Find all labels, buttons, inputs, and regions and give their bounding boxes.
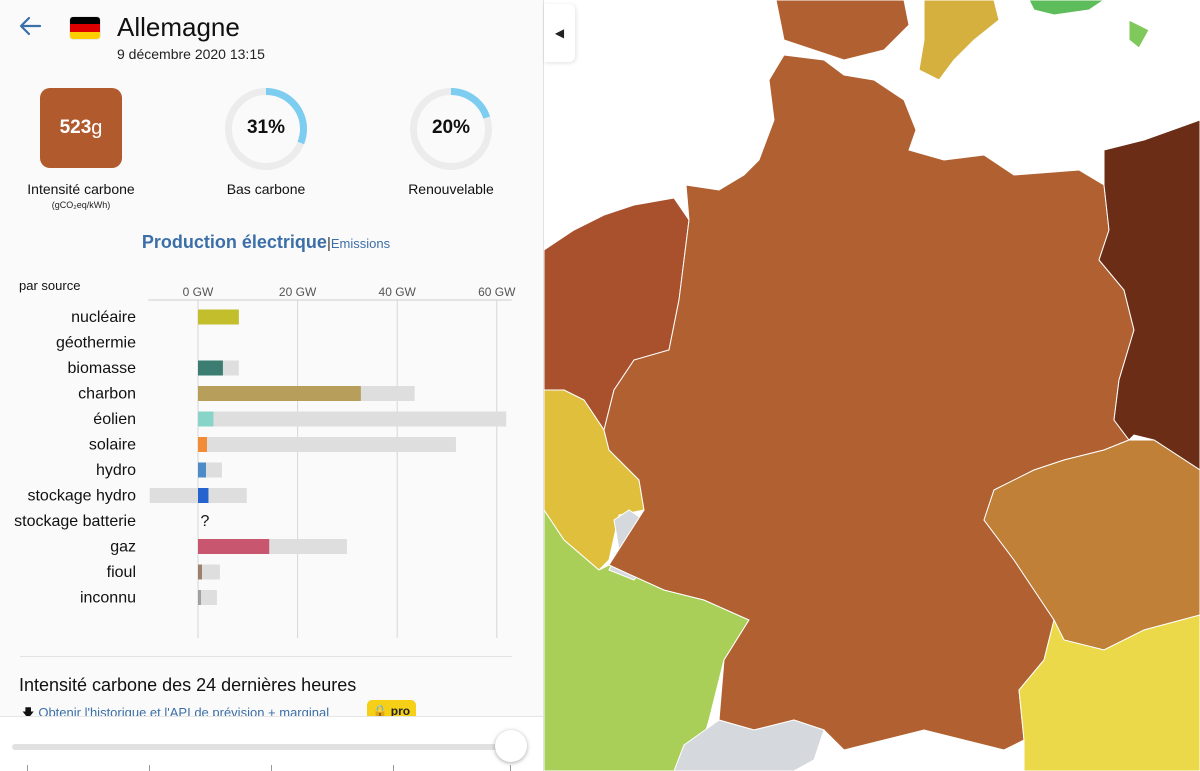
toggle-separator: |: [326, 235, 331, 252]
flag-stripe: [70, 24, 100, 32]
x-tick-label: 40 GW: [379, 285, 417, 299]
capacity-bar: [198, 437, 456, 452]
map-region-dk-islands[interactable]: [918, 0, 1000, 81]
arrow-left-icon: [19, 16, 42, 36]
map-region-poland[interactable]: [1098, 119, 1200, 471]
slider-tick: [271, 765, 272, 771]
caret-left-icon: ◀: [554, 26, 565, 40]
capacity-bar: [198, 590, 217, 605]
production-bar: [198, 309, 239, 325]
renewable-value: 20%: [431, 117, 471, 138]
section-divider: [20, 656, 512, 657]
production-bar: [198, 488, 209, 503]
flag-stripe: [70, 31, 100, 39]
slider-tick: [149, 765, 150, 771]
capacity-bar: [198, 488, 247, 503]
source-label: inconnu: [80, 590, 136, 607]
source-label: biomasse: [68, 360, 137, 377]
collapse-panel-button[interactable]: ◀: [544, 4, 575, 62]
map-region-germany[interactable]: [603, 54, 1135, 751]
per-source-label: par source: [19, 278, 81, 293]
source-label: hydro: [96, 462, 136, 479]
production-bar: [198, 386, 361, 401]
country-map[interactable]: [544, 0, 1200, 771]
source-label: gaz: [110, 539, 136, 556]
carbon-intensity-unit-label: (gCO₂eq/kWh): [51, 200, 111, 210]
source-label: géothermie: [56, 335, 136, 352]
country-flag: [70, 17, 100, 39]
x-tick-label: 0 GW: [183, 285, 214, 299]
production-bar: [198, 437, 207, 452]
map-region-sweden[interactable]: [1028, 0, 1105, 16]
map-region-sweden-island[interactable]: [1128, 19, 1150, 49]
renewable-label: Renouvelable: [408, 181, 494, 197]
unknown-value-mark: ?: [201, 513, 210, 530]
source-label: solaire: [89, 437, 136, 454]
production-bar: [198, 539, 270, 554]
production-bar: [198, 360, 223, 376]
production-bar: [198, 564, 202, 580]
source-label: éolien: [93, 411, 136, 428]
carbon-intensity-value: 523: [59, 117, 92, 138]
pro-badge-label: pro: [390, 704, 411, 718]
time-slider-thumb[interactable]: [495, 730, 527, 762]
country-name: Allemagne: [117, 12, 240, 42]
low-carbon-value: 31%: [246, 117, 286, 138]
production-tab[interactable]: Production électrique: [141, 232, 327, 252]
capacity-bar: [198, 411, 507, 427]
lock-icon: 🔒: [372, 704, 388, 718]
map-region-grey-south[interactable]: [673, 719, 825, 771]
renewable-ring: [410, 88, 492, 170]
carbon-intensity-unit: g: [91, 116, 103, 139]
timestamp: 9 décembre 2020 13:15: [117, 46, 265, 62]
production-bar: [198, 462, 206, 478]
production-bar: [198, 590, 201, 605]
capacity-bar-negative: [149, 488, 198, 503]
slider-tick: [27, 765, 28, 771]
source-label: stockage batterie: [14, 513, 136, 530]
x-tick-label: 60 GW: [478, 285, 516, 299]
low-carbon-label: Bas carbone: [226, 181, 306, 197]
slider-tick: [393, 765, 394, 771]
emissions-tab[interactable]: Emissions: [330, 236, 391, 251]
capacity-bar: [198, 564, 220, 580]
slider-tick: [510, 765, 511, 771]
source-label: nucléaire: [71, 309, 136, 326]
map-region-denmark[interactable]: [775, 0, 910, 61]
source-label: stockage hydro: [27, 488, 136, 505]
production-emissions-toggle: Production électrique|Emissions: [0, 232, 532, 253]
time-slider-track[interactable]: [12, 744, 512, 750]
history-title: Intensité carbone des 24 dernières heure…: [19, 675, 357, 695]
country-panel: Allemagne 9 décembre 2020 13:15 523 g Int…: [0, 0, 544, 771]
production-bar-chart: 0 GW 20 GW 40 GW 60 GW nucléaire géothermie bi…: [14, 285, 516, 638]
map-region-austria[interactable]: [1018, 614, 1200, 771]
low-carbon-ring: [225, 88, 307, 170]
source-label: charbon: [78, 386, 136, 403]
flag-stripe: [70, 17, 100, 25]
carbon-intensity-badge: 523 g: [40, 88, 122, 168]
x-tick-label: 20 GW: [279, 285, 317, 299]
production-bar: [198, 411, 214, 427]
time-slider-area: [0, 716, 543, 771]
back-button[interactable]: [16, 12, 44, 40]
carbon-intensity-label: Intensité carbone: [27, 181, 135, 197]
source-label: fioul: [107, 564, 136, 581]
